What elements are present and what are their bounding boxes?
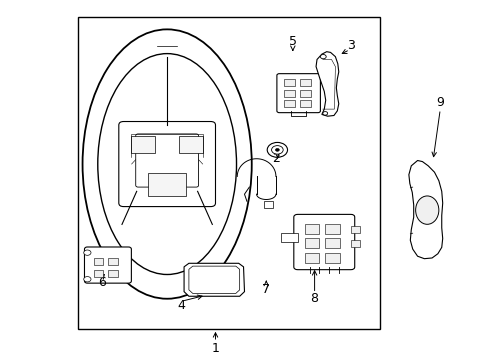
Ellipse shape xyxy=(266,143,287,157)
Bar xyxy=(131,136,155,153)
FancyBboxPatch shape xyxy=(293,215,354,270)
Bar xyxy=(325,224,339,234)
Bar xyxy=(300,90,310,97)
Bar xyxy=(300,79,310,86)
Bar xyxy=(264,201,272,208)
Bar xyxy=(108,258,118,265)
Bar xyxy=(350,240,359,247)
Polygon shape xyxy=(315,52,338,116)
Text: 5: 5 xyxy=(288,35,296,48)
Ellipse shape xyxy=(320,54,325,59)
Ellipse shape xyxy=(322,112,327,115)
Ellipse shape xyxy=(98,54,236,274)
Ellipse shape xyxy=(82,30,251,299)
Bar xyxy=(179,136,203,153)
Text: 3: 3 xyxy=(346,39,354,52)
FancyBboxPatch shape xyxy=(136,134,198,187)
Bar xyxy=(147,173,186,196)
Bar xyxy=(78,17,379,329)
Ellipse shape xyxy=(83,276,91,282)
Bar xyxy=(300,100,310,107)
Text: 8: 8 xyxy=(310,292,318,305)
Polygon shape xyxy=(188,266,239,293)
FancyBboxPatch shape xyxy=(276,74,320,113)
Bar xyxy=(284,100,294,107)
Ellipse shape xyxy=(275,148,279,151)
Text: 7: 7 xyxy=(262,283,270,296)
Bar xyxy=(108,270,118,277)
Bar xyxy=(284,90,294,97)
FancyBboxPatch shape xyxy=(84,247,131,283)
Ellipse shape xyxy=(415,196,438,224)
Bar xyxy=(280,233,297,242)
Text: 9: 9 xyxy=(435,95,443,108)
Polygon shape xyxy=(408,161,442,259)
Polygon shape xyxy=(183,263,244,296)
Bar xyxy=(325,253,339,263)
Bar xyxy=(305,253,319,263)
Bar xyxy=(325,238,339,248)
Bar xyxy=(94,270,103,277)
Bar xyxy=(350,226,359,233)
Bar xyxy=(94,258,103,265)
Bar xyxy=(305,238,319,248)
Text: 6: 6 xyxy=(98,276,105,289)
FancyBboxPatch shape xyxy=(119,122,215,207)
Bar xyxy=(284,79,294,86)
Ellipse shape xyxy=(83,250,91,255)
Text: 2: 2 xyxy=(271,152,279,165)
Bar xyxy=(305,224,319,234)
Ellipse shape xyxy=(271,145,283,154)
Text: 1: 1 xyxy=(211,342,219,355)
Text: 4: 4 xyxy=(177,299,185,312)
